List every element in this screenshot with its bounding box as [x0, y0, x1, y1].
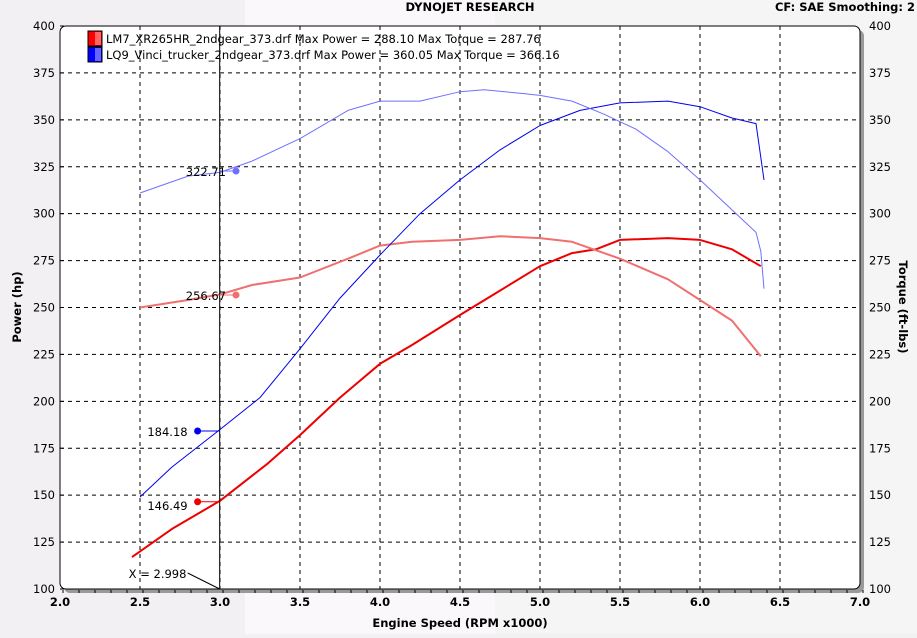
y-tick-label: 275 — [33, 254, 55, 268]
y-tick-label: 375 — [33, 66, 55, 80]
y2-tick-label: 175 — [869, 441, 891, 455]
x-tick-label: 4.5 — [450, 595, 470, 609]
x-tick-label: 6.5 — [770, 595, 790, 609]
y2-tick-label: 250 — [869, 301, 891, 315]
cursor-value: 184.18 — [147, 425, 187, 439]
series-line-lm7-power — [131, 237, 762, 558]
y-axis-label: Power (hp) — [10, 271, 24, 342]
legend-swatch-light — [95, 48, 101, 61]
cursor-leader — [187, 572, 220, 590]
x-tick-label: 4.0 — [370, 595, 390, 609]
cursor-value: 146.49 — [147, 499, 187, 513]
y2-tick-label: 375 — [869, 66, 891, 80]
x-tick-label: 7.0 — [850, 595, 870, 609]
x-axis-label: Engine Speed (RPM x1000) — [372, 616, 547, 630]
y-tick-label: 325 — [33, 160, 55, 174]
y2-tick-label: 150 — [869, 488, 891, 502]
chart-title: DYNOJET RESEARCH — [405, 0, 534, 14]
series-line-lq9-torque — [139, 89, 765, 289]
y-tick-label: 225 — [33, 347, 55, 361]
legend-swatch-light — [95, 32, 101, 45]
series-line-lq9-power — [139, 100, 765, 498]
y2-tick-label: 225 — [869, 347, 891, 361]
y2-tick-label: 100 — [869, 582, 891, 596]
x-tick-label: 2.5 — [130, 595, 150, 609]
y-tick-label: 125 — [33, 535, 55, 549]
y2-axis-label: Torque (ft-lbs) — [896, 261, 910, 354]
legend-swatch — [87, 46, 103, 63]
y-tick-label: 150 — [33, 488, 55, 502]
x-tick-label: 2.0 — [50, 595, 70, 609]
y2-tick-label: 200 — [869, 394, 891, 408]
x-tick-label: 5.0 — [530, 595, 550, 609]
y2-tick-label: 400 — [869, 19, 891, 33]
x-tick-label: 5.5 — [610, 595, 630, 609]
y-tick-label: 200 — [33, 394, 55, 408]
legend-swatch — [87, 30, 103, 47]
y-tick-label: 400 — [33, 19, 55, 33]
cursor-value: 256.67 — [186, 289, 226, 303]
y2-tick-label: 325 — [869, 160, 891, 174]
y-tick-label: 250 — [33, 301, 55, 315]
x-tick-label: 3.5 — [290, 595, 310, 609]
y2-tick-label: 125 — [869, 535, 891, 549]
y-tick-label: 350 — [33, 113, 55, 127]
y-tick-label: 300 — [33, 207, 55, 221]
y2-tick-label: 300 — [869, 207, 891, 221]
y-tick-label: 175 — [33, 441, 55, 455]
y-tick-label: 100 — [33, 582, 55, 596]
settings-text: CF: SAE Smoothing: 2 — [775, 0, 915, 14]
cursor-value: 322.71 — [186, 165, 226, 179]
legend-entry[interactable]: LQ9_Vinci_trucker_2ndgear_373.drf Max Po… — [106, 48, 560, 62]
x-tick-label: 3.0 — [210, 595, 230, 609]
y2-tick-label: 350 — [869, 113, 891, 127]
legend-entry[interactable]: LM7_XR265HR_2ndgear_373.drf Max Power = … — [106, 32, 541, 46]
cursor-label: X = 2.998 — [129, 567, 187, 581]
series-line-lm7-torque — [139, 235, 762, 357]
y2-tick-label: 275 — [869, 254, 891, 268]
x-tick-label: 6.0 — [690, 595, 710, 609]
